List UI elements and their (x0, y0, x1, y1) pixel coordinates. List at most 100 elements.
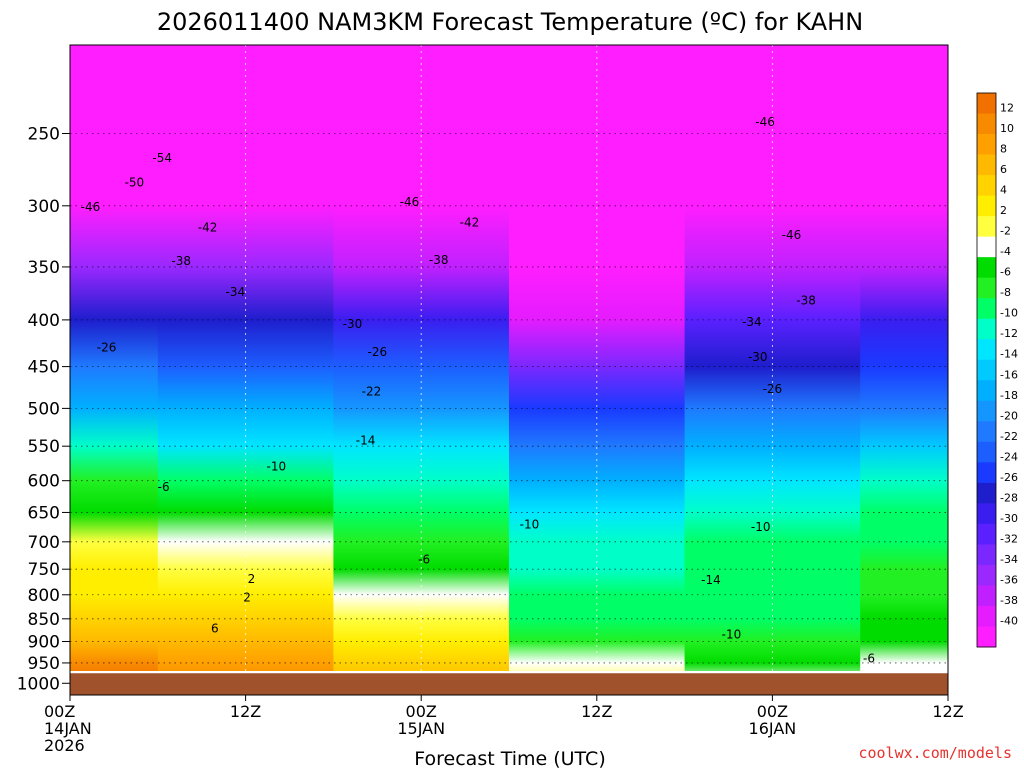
y-tick-label: 1000 (17, 674, 60, 694)
contour-label: -14 (356, 433, 376, 447)
surface-ground-band (70, 673, 948, 695)
colorbar-label: -40 (1000, 614, 1018, 627)
colorbar-swatch (977, 523, 996, 545)
plot-area: -54 -50 -46 -46 -46 -46 -42 -42 -38 -38 -38 -34 -34 -… (70, 45, 948, 671)
contour-label: -30 (343, 317, 363, 331)
y-tick-label: 650 (28, 503, 60, 523)
y-tick-label: 800 (28, 586, 60, 606)
contour-label: -6 (863, 651, 875, 665)
grid-lines (70, 45, 948, 671)
x-tick-label: 00Z (757, 702, 788, 721)
colorbar-label: -30 (1000, 512, 1018, 525)
colorbar-swatch (977, 154, 996, 176)
x-tick-label: 00Z (44, 702, 75, 721)
x-tick-label: 12Z (230, 702, 261, 721)
contour-label: -46 (782, 228, 802, 242)
contour-label: -38 (171, 254, 191, 268)
contour-label: -26 (97, 341, 117, 355)
contour-label: -6 (158, 480, 170, 494)
contour-label: -10 (267, 460, 287, 474)
colorbar-label: -4 (1000, 245, 1011, 258)
colorbar-label: -14 (1000, 348, 1018, 361)
colorbar-swatch (977, 298, 996, 320)
x-tick-label: 16JAN (749, 719, 797, 738)
y-tick-label: 750 (28, 560, 60, 580)
colorbar-label: -6 (1000, 266, 1011, 279)
colorbar-label: -28 (1000, 491, 1018, 504)
contour-label: -10 (751, 520, 771, 534)
colorbar-swatch (977, 134, 996, 155)
colorbar-swatch (977, 380, 996, 402)
contour-label: -42 (198, 221, 218, 235)
chart-title: 2026011400 NAM3KM Forecast Temperature (… (157, 8, 863, 36)
colorbar-label: 8 (1000, 143, 1007, 156)
colorbar-swatch (977, 441, 996, 463)
plot-frame (69, 44, 949, 696)
colorbar-swatch (977, 257, 996, 279)
contour-label: -10 (722, 627, 742, 641)
contour-labels: -54 -50 -46 -46 -46 -46 -42 -42 -38 -38 -38 -34 -34 -… (81, 115, 875, 665)
y-tick-label: 900 (28, 632, 60, 652)
x-tick-label: 15JAN (397, 719, 445, 738)
colorbar-swatch (977, 93, 996, 114)
colorbar-label: 4 (1000, 184, 1007, 197)
colorbar-label: -32 (1000, 532, 1018, 545)
colorbar-label: -10 (1000, 307, 1018, 320)
colorbar-label: -20 (1000, 409, 1018, 422)
colorbar-label: -36 (1000, 573, 1018, 586)
colorbar-frame (976, 92, 997, 648)
colorbar-label: -16 (1000, 368, 1018, 381)
profile-column-0h (70, 45, 159, 671)
x-tick-label: 14JAN (44, 719, 92, 738)
y-tick-label: 350 (28, 258, 60, 278)
colorbar-swatch (977, 216, 996, 238)
colorbar-label: 6 (1000, 163, 1007, 176)
colorbar-label: 2 (1000, 204, 1007, 217)
colorbar-swatch (977, 462, 996, 484)
colorbar-label: -26 (1000, 471, 1018, 484)
contour-label: -14 (701, 573, 721, 587)
y-tick-label: 500 (28, 399, 60, 419)
y-tick-label: 400 (28, 311, 60, 331)
contour-label: -10 (520, 517, 540, 531)
colorbar-swatch (977, 175, 996, 196)
contour-label: -54 (152, 151, 172, 165)
colorbar-swatch (977, 544, 996, 566)
x-tick-label: 2026 (44, 736, 85, 755)
y-tick-label: 950 (28, 654, 60, 674)
colorbar-swatch (977, 482, 996, 504)
colorbar-swatch (977, 236, 996, 258)
y-tick-label: 550 (28, 437, 60, 457)
y-tick-label: 700 (28, 533, 60, 553)
temperature-field (70, 45, 948, 671)
colorbar-swatch (977, 626, 996, 648)
colorbar-label: -34 (1000, 553, 1018, 566)
colorbar-label: -18 (1000, 389, 1018, 402)
colorbar-swatch (977, 195, 996, 217)
contour-label: -30 (748, 350, 768, 364)
contour-label: -34 (742, 315, 762, 329)
colorbar-swatch (977, 605, 996, 627)
contour-label: -6 (418, 553, 430, 567)
x-tick-label: 00Z (406, 702, 437, 721)
colorbar-swatch (977, 277, 996, 299)
y-tick-label: 850 (28, 610, 60, 630)
pressure-axis: 2503003504004505005506006507007508008509… (17, 124, 70, 694)
contour-label: -46 (81, 200, 101, 214)
profile-column-60h (860, 45, 948, 671)
credit-text[interactable]: coolwx.com/models (858, 744, 1012, 762)
colorbar-swatch (977, 421, 996, 443)
contour-label: -50 (125, 176, 145, 190)
colorbar-swatch (977, 564, 996, 586)
colorbar-swatch (977, 339, 996, 361)
contour-label: -42 (460, 216, 480, 230)
colorbar-swatch (977, 585, 996, 607)
contour-label: -22 (362, 384, 382, 398)
colorbar-label: -12 (1000, 327, 1018, 340)
contour-label: -34 (226, 285, 246, 299)
y-tick-label: 450 (28, 358, 60, 378)
contour-label: 2 (243, 590, 251, 604)
y-tick-label: 600 (28, 472, 60, 492)
colorbar-swatch (977, 503, 996, 525)
